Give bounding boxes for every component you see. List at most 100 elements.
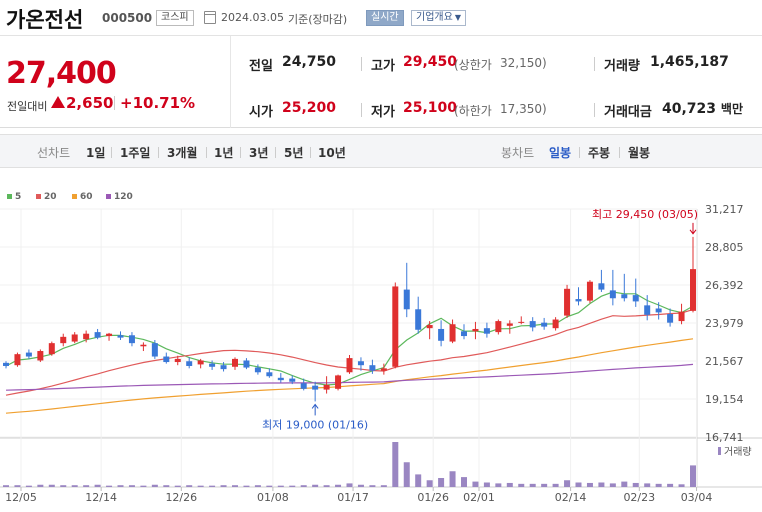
candle-body xyxy=(346,358,353,373)
divider xyxy=(619,147,620,158)
period-10y[interactable]: 10년 xyxy=(318,146,346,160)
x-tick-label: 01/17 xyxy=(337,491,369,504)
candle-body xyxy=(117,335,124,338)
candle-body xyxy=(14,354,21,366)
prev-close-value: 24,750 xyxy=(282,54,337,70)
candle-body xyxy=(323,384,330,390)
volume-bar xyxy=(323,485,330,487)
volume-bar xyxy=(60,485,67,487)
period-1y[interactable]: 1년 xyxy=(214,146,234,160)
x-tick-label: 02/23 xyxy=(623,491,655,504)
volume-bar xyxy=(277,485,284,487)
legend-swatch xyxy=(72,194,77,199)
volume-bar xyxy=(25,485,32,487)
candle-weekly[interactable]: 주봉 xyxy=(588,146,611,160)
volume-bar xyxy=(415,474,422,487)
volume-bar xyxy=(300,485,307,487)
y-tick-label: 19,154 xyxy=(705,393,744,406)
prev-close-label: 전일 xyxy=(249,59,273,74)
volume-bar xyxy=(632,482,639,487)
candle-body xyxy=(254,367,261,373)
x-tick-label: 02/14 xyxy=(555,491,587,504)
candle-body xyxy=(174,358,181,363)
quote-date: 2024.03.05 xyxy=(221,11,284,24)
legend-swatch xyxy=(7,194,12,199)
volume-bar xyxy=(14,485,21,487)
volume-bar xyxy=(3,485,9,487)
volume-bar xyxy=(163,485,170,487)
stock-code: 000500 xyxy=(102,11,153,25)
volume-bar xyxy=(220,485,227,487)
candle-body xyxy=(518,321,525,323)
y-tick-label: 21,567 xyxy=(705,355,744,368)
candle-body xyxy=(151,343,158,357)
candle-body xyxy=(380,368,387,371)
volume-bar xyxy=(483,482,490,487)
high-annotation: 최고 29,450 (03/05) xyxy=(592,208,698,221)
volume-bar xyxy=(369,485,376,487)
chart-toolbar: 선차트 1일 1주일 3개월 1년 3년 5년 10년 봉차트 일봉 주봉 월봉 xyxy=(0,134,762,168)
realtime-button[interactable]: 실시간 xyxy=(366,10,404,26)
candle-daily[interactable]: 일봉 xyxy=(549,146,572,160)
low-label: 저가 xyxy=(371,105,395,120)
company-overview-button[interactable]: 기업개요 ▼ xyxy=(411,10,466,26)
volume-bar xyxy=(71,485,78,487)
period-3y[interactable]: 3년 xyxy=(249,146,269,160)
period-5y[interactable]: 5년 xyxy=(284,146,304,160)
volume-bar xyxy=(495,483,502,487)
volume-bar xyxy=(403,462,410,487)
volume-bar xyxy=(106,485,113,487)
volume-bar xyxy=(529,483,536,487)
period-1w[interactable]: 1주일 xyxy=(120,146,151,160)
low-value: 25,100 xyxy=(403,100,458,116)
candle-monthly[interactable]: 월봉 xyxy=(628,146,651,160)
open-label: 시가 xyxy=(249,105,273,120)
stock-header: 가온전선 000500 코스피 2024.03.05 기준(장마감) 실시간 기… xyxy=(0,0,762,36)
candle-body xyxy=(312,385,319,390)
divider xyxy=(206,147,207,158)
period-3m[interactable]: 3개월 xyxy=(167,146,198,160)
candle-body xyxy=(186,361,193,366)
volume-bar xyxy=(655,483,662,487)
divider xyxy=(361,57,362,71)
x-tick-label: 12/05 xyxy=(5,491,37,504)
volume-bar xyxy=(48,484,55,487)
candle-body xyxy=(506,323,513,326)
up-arrow-icon xyxy=(51,96,65,108)
volume-bar xyxy=(609,483,616,487)
volume-bar xyxy=(644,483,651,487)
candle-body xyxy=(220,365,227,370)
candle-body xyxy=(3,362,9,366)
candle-body xyxy=(25,352,32,357)
candle-body xyxy=(529,321,536,328)
divider xyxy=(158,147,159,158)
volume-value: 1,465,187 xyxy=(650,54,729,70)
volume-bar xyxy=(186,485,193,487)
volume-bar xyxy=(598,482,605,487)
candle-body xyxy=(335,375,342,389)
divider xyxy=(111,147,112,158)
candle-body xyxy=(369,365,376,371)
divider xyxy=(310,147,311,158)
market-badge: 코스피 xyxy=(156,10,194,26)
period-1d[interactable]: 1일 xyxy=(86,146,106,160)
candle-body xyxy=(197,360,204,365)
y-tick-label: 31,217 xyxy=(705,203,744,216)
lower-limit-value: 17,350) xyxy=(500,102,547,116)
amount-number: 40,723 xyxy=(662,101,717,117)
volume-label: 거래량 xyxy=(604,59,640,74)
x-tick-label: 02/01 xyxy=(463,491,495,504)
volume-bar xyxy=(266,485,273,487)
volume-bar xyxy=(564,480,571,487)
volume-bar xyxy=(37,484,44,487)
y-tick-label: 23,979 xyxy=(705,317,744,330)
candle-body xyxy=(140,344,147,347)
divider xyxy=(361,103,362,117)
line-chart-label: 선차트 xyxy=(37,146,71,160)
x-tick-label: 01/08 xyxy=(257,491,289,504)
volume-bar xyxy=(174,485,181,487)
candle-body xyxy=(71,334,78,342)
volume-bar xyxy=(151,484,158,487)
volume-bar xyxy=(678,484,685,487)
price-chart[interactable]: 31,217 28,805 26,392 23,979 21,567 19,154 16,7… xyxy=(0,185,762,512)
